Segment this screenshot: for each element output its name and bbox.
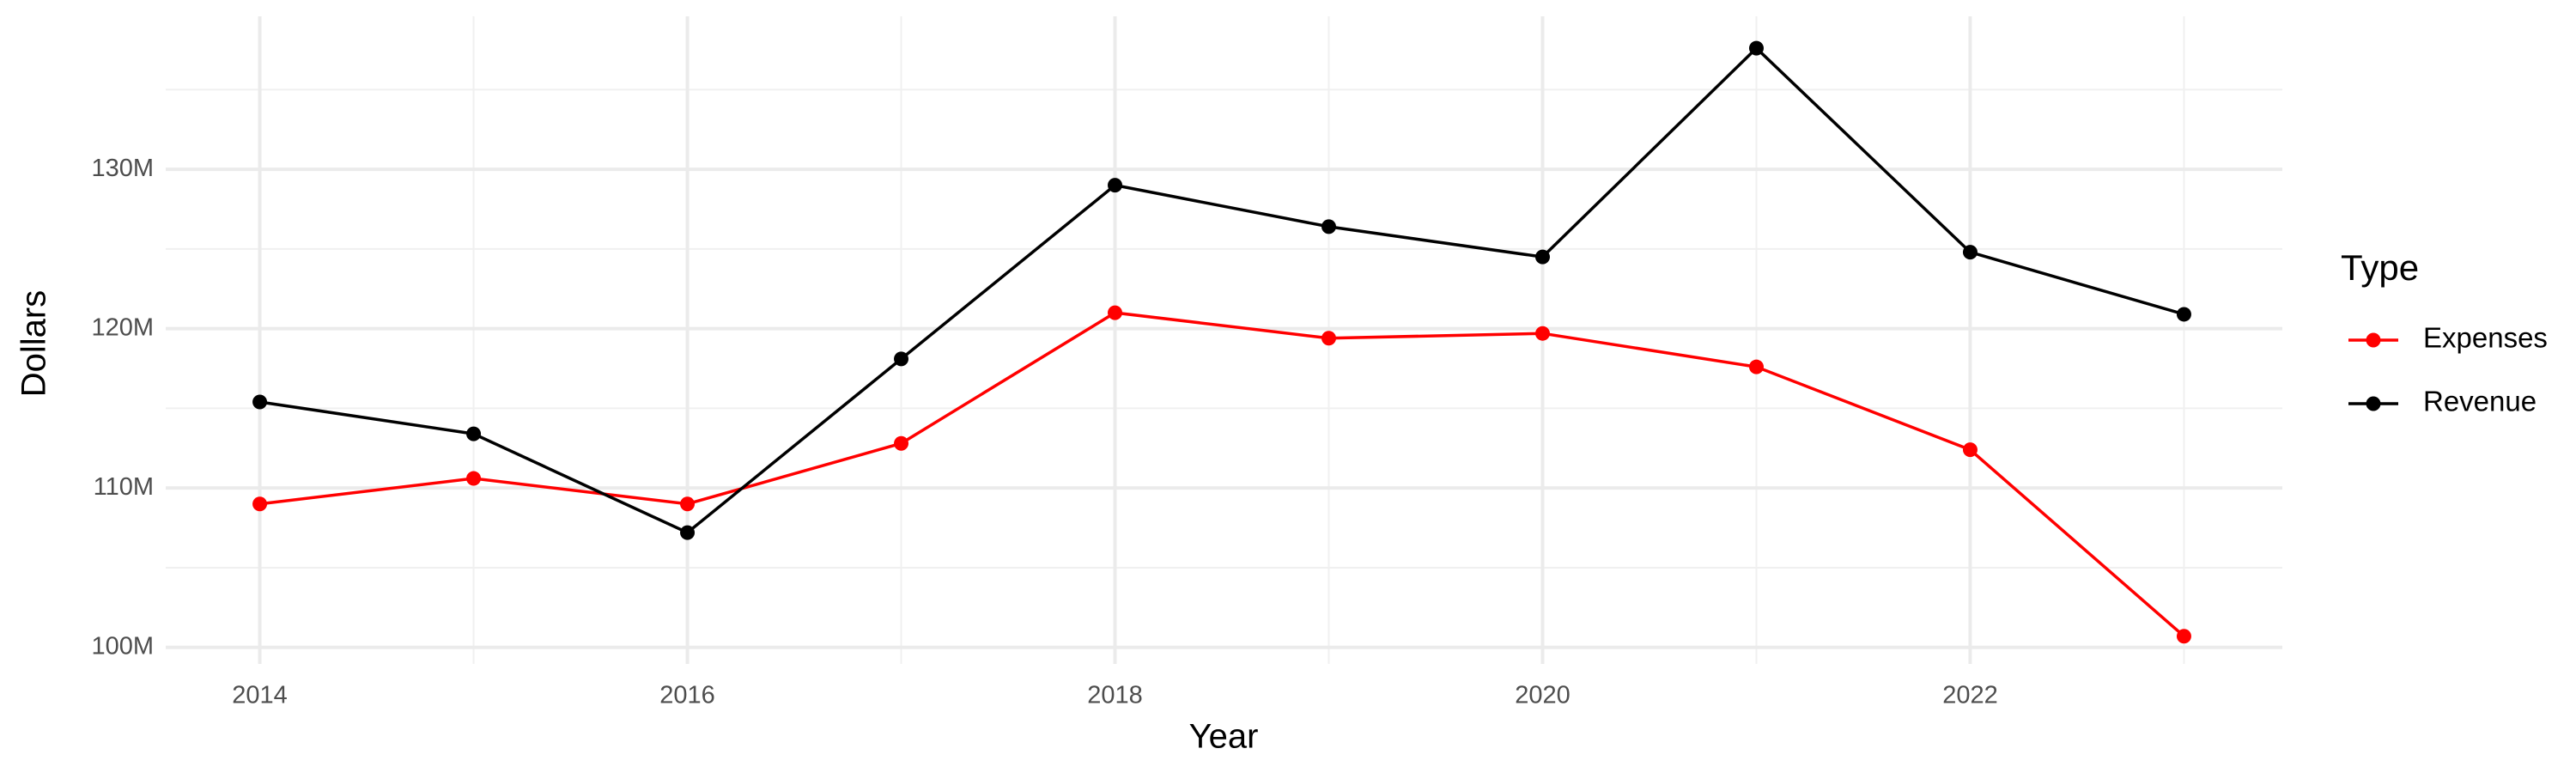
x-tick-label: 2014 bbox=[232, 682, 288, 709]
y-tick-label: 100M bbox=[91, 632, 154, 660]
data-point bbox=[466, 471, 482, 486]
series-line bbox=[259, 46, 2184, 535]
x-tick-label: 2022 bbox=[1942, 682, 1998, 709]
x-tick-label: 2016 bbox=[659, 682, 715, 709]
data-point bbox=[1748, 40, 1764, 56]
data-point bbox=[894, 351, 909, 367]
legend-title: Type bbox=[2341, 247, 2419, 288]
legend-point bbox=[2366, 332, 2381, 348]
legend-point bbox=[2366, 396, 2381, 411]
legend-label: Expenses bbox=[2423, 322, 2548, 354]
data-point bbox=[680, 496, 696, 512]
y-tick-label: 120M bbox=[91, 313, 154, 341]
data-point bbox=[1321, 219, 1337, 234]
data-point bbox=[680, 525, 696, 540]
data-point bbox=[1534, 249, 1550, 265]
series-line bbox=[259, 311, 2185, 638]
legend-label: Revenue bbox=[2423, 386, 2537, 417]
x-tick-label: 2018 bbox=[1087, 682, 1143, 709]
data-point bbox=[1962, 442, 1978, 458]
data-point bbox=[2176, 307, 2191, 322]
data-point bbox=[1108, 178, 1123, 193]
y-tick-label: 130M bbox=[91, 155, 154, 182]
data-point bbox=[1534, 326, 1550, 341]
data-point bbox=[252, 394, 268, 410]
data-point bbox=[466, 426, 482, 441]
x-axis-title: Year bbox=[1189, 718, 1259, 756]
data-point bbox=[1108, 305, 1123, 320]
data-point bbox=[1321, 331, 1337, 346]
data-point bbox=[2176, 629, 2191, 644]
data-point bbox=[894, 435, 909, 451]
data-point bbox=[252, 496, 268, 512]
x-tick-label: 2020 bbox=[1515, 682, 1571, 709]
y-tick-label: 110M bbox=[94, 473, 154, 501]
data-point bbox=[1748, 359, 1764, 374]
y-axis-title: Dollars bbox=[15, 290, 53, 397]
data-point bbox=[1962, 245, 1978, 260]
